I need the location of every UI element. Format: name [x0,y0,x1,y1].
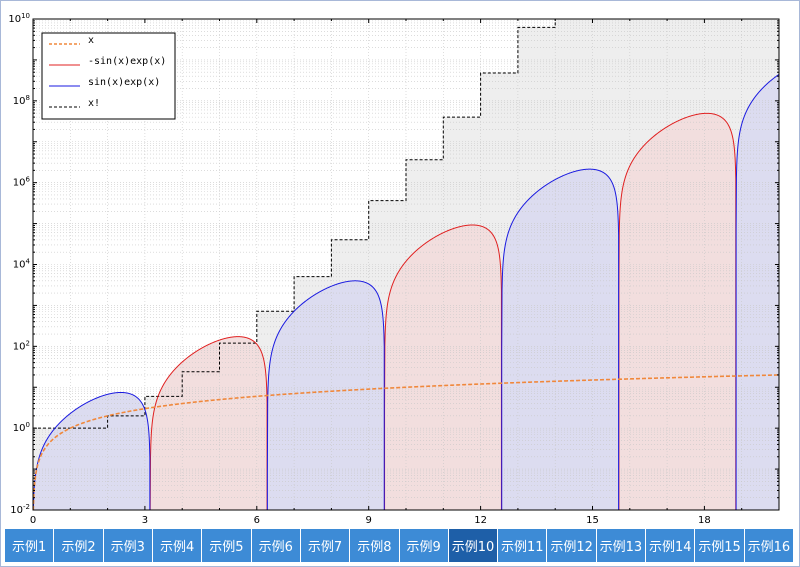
x-tick-label: 0 [30,515,36,526]
neg-sin-exp-fill-1 [384,224,502,511]
y-tick-label: 100 [13,421,30,434]
sin-exp-fill-2 [501,169,619,510]
tab-example-6[interactable]: 示例6 [251,529,300,562]
sin-exp-fill-0 [33,392,150,510]
y-tick-label: 104 [13,258,31,271]
chart-plot: 0 3 6 9 12 15 18 10-2 100 102 104 106 108 1010 x -sin… [8,12,780,526]
tab-example-15[interactable]: 示例15 [695,529,744,562]
y-tick-label: 106 [13,176,31,189]
tab-example-5[interactable]: 示例5 [202,529,251,562]
tab-example-16[interactable]: 示例16 [744,529,793,562]
x-line [32,374,780,511]
neg-sin-exp-line-2 [618,112,737,511]
legend-label: -sin(x)exp(x) [88,56,166,67]
tab-example-14[interactable]: 示例14 [646,529,695,562]
sin-exp-line-3 [735,73,780,511]
tab-example-13[interactable]: 示例13 [596,529,646,562]
neg-sin-exp-line-0 [149,336,268,511]
tab-example-1[interactable]: 示例1 [5,529,54,562]
x-tick-labels: 0 3 6 9 12 15 18 [30,515,711,526]
tab-example-12[interactable]: 示例12 [547,529,596,562]
legend-box [41,32,176,120]
neg-sin-exp-fill-0 [150,336,268,510]
y-tick-labels: 10-2 100 102 104 106 108 1010 [8,12,30,516]
sin-exp-fill-1 [267,280,385,510]
legend-label: sin(x)exp(x) [88,77,160,88]
sin-exp-line-2 [501,168,620,511]
x-tick-label: 3 [142,515,148,526]
legend-label: x! [88,98,100,109]
x-tick-label: 9 [366,515,372,526]
y-tick-label: 108 [13,94,30,107]
axis-ticks [32,18,780,511]
tab-example-8[interactable]: 示例8 [350,529,399,562]
tab-example-11[interactable]: 示例11 [498,529,547,562]
sin-exp-fill-3 [736,74,779,510]
legend: x -sin(x)exp(x) sin(x)exp(x) x! [41,32,176,120]
y-tick-label: 10-2 [10,503,30,516]
legend-label: x [88,35,94,46]
example-tab-bar: 示例1 示例2 示例3 示例4 示例5 示例6 示例7 示例8 示例9 示例10 示例11 示例12 示… [5,529,793,562]
x-tick-label: 15 [586,515,599,526]
x-tick-label: 18 [698,515,711,526]
tab-example-2[interactable]: 示例2 [54,529,103,562]
y-tick-label: 102 [13,339,30,352]
tab-example-4[interactable]: 示例4 [152,529,202,562]
neg-sin-exp-line-1 [384,224,502,511]
sin-exp-line-0 [32,391,151,511]
x-tick-label: 12 [474,515,487,526]
neg-sin-exp-fill-2 [618,113,736,510]
x-tick-label: 6 [254,515,260,526]
tab-example-9[interactable]: 示例9 [399,529,448,562]
tab-example-10[interactable]: 示例10 [448,529,498,562]
tab-example-3[interactable]: 示例3 [103,529,152,562]
sin-exp-line-1 [266,280,385,511]
tab-example-7[interactable]: 示例7 [300,529,350,562]
y-tick-label: 1010 [8,12,30,25]
